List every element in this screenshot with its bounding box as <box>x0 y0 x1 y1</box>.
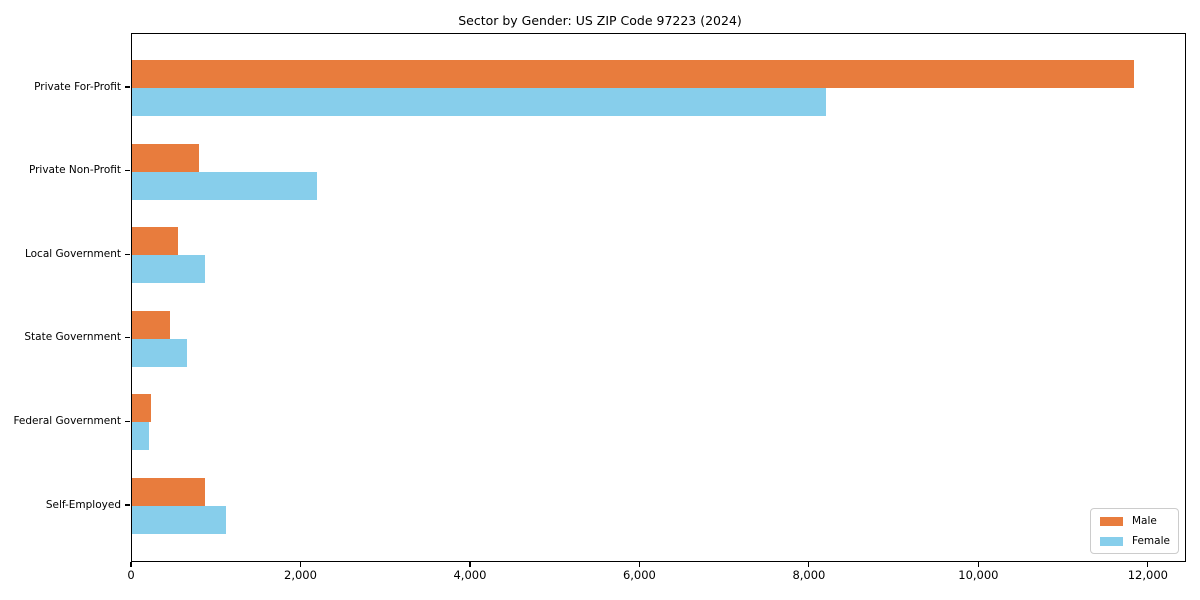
legend-swatch-male <box>1100 516 1123 526</box>
bar-female-5 <box>132 506 226 534</box>
x-axis-tick-label: 0 <box>127 568 135 582</box>
x-axis-tick-label: 10,000 <box>958 568 999 582</box>
x-axis-tick-label: 8,000 <box>792 568 826 582</box>
bar-male-0 <box>132 60 1135 88</box>
y-axis-tick-mark <box>125 86 130 88</box>
bar-male-2 <box>132 227 178 256</box>
x-axis-tick-mark <box>977 562 979 567</box>
x-axis-tick-mark <box>469 562 471 567</box>
bar-male-5 <box>132 478 205 506</box>
bar-female-4 <box>132 422 150 451</box>
y-axis-category-label: Private Non-Profit <box>28 164 121 177</box>
y-axis-category-label: Self-Employed <box>45 498 121 511</box>
x-axis-tick-mark <box>808 562 810 567</box>
x-axis-tick-mark <box>299 562 302 567</box>
y-axis-tick-mark <box>125 420 130 422</box>
y-axis-tick-mark <box>125 170 130 172</box>
chart-title: Sector by Gender: US ZIP Code 97223 (202… <box>458 13 742 28</box>
bar-male-3 <box>132 310 171 339</box>
x-axis-tick-label: 6,000 <box>622 568 656 582</box>
y-axis-tick-mark <box>125 504 130 506</box>
bar-female-0 <box>132 88 826 116</box>
y-axis-tick-mark <box>125 253 130 255</box>
bar-male-1 <box>132 143 199 172</box>
y-axis-category-label: Federal Government <box>13 414 121 427</box>
bar-female-1 <box>132 171 318 200</box>
plot-area <box>131 33 1186 562</box>
x-axis-tick-label: 2,000 <box>284 568 317 582</box>
legend-swatch-female <box>1100 536 1123 546</box>
bar-female-3 <box>132 338 187 367</box>
legend: Male Female <box>1090 508 1179 554</box>
x-axis-tick-mark <box>1147 562 1149 567</box>
x-axis-tick-label: 4,000 <box>453 568 487 582</box>
legend-label: Female <box>1132 535 1170 547</box>
x-axis-tick-label: 12,000 <box>1127 568 1168 582</box>
legend-row: Male <box>1100 515 1169 527</box>
y-axis-tick-mark <box>125 337 130 339</box>
x-axis-tick-mark <box>638 562 641 567</box>
bar-male-4 <box>132 394 152 423</box>
legend-label: Male <box>1132 515 1157 527</box>
x-axis-tick-mark <box>130 562 132 567</box>
bar-female-2 <box>132 255 205 284</box>
y-axis-category-label: Local Government <box>24 247 121 260</box>
y-axis-category-label: State Government <box>24 331 121 344</box>
legend-row: Female <box>1100 535 1170 547</box>
y-axis-category-label: Private For-Profit <box>34 80 121 93</box>
